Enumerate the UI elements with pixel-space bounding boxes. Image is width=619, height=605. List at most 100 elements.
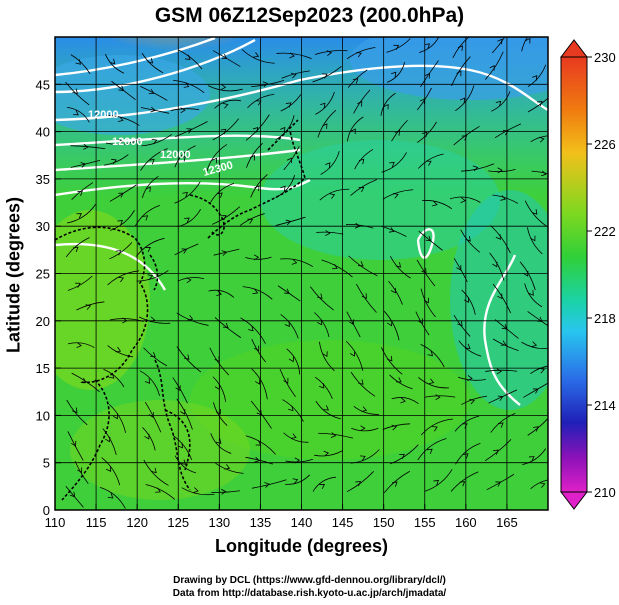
streamline-arrowhead: [175, 385, 181, 391]
streamline: [346, 47, 376, 60]
streamline: [380, 92, 396, 116]
y-tick-label: 15: [36, 361, 50, 376]
streamline-arrowhead: [254, 345, 260, 352]
streamline-arrowhead: [216, 290, 222, 297]
streamline: [350, 371, 376, 397]
streamline-arrowhead: [290, 72, 297, 79]
streamline: [282, 399, 304, 422]
x-tick-label: 135: [250, 515, 272, 530]
x-tick-label: 150: [373, 515, 395, 530]
streamline: [383, 310, 400, 341]
streamline-arrowhead: [252, 126, 259, 133]
streamline: [145, 484, 175, 500]
streamline: [314, 312, 330, 337]
streamline-arrowhead: [248, 325, 254, 332]
streamline-arrowhead: [540, 170, 547, 177]
streamline-arrowhead: [349, 350, 356, 357]
streamline-arrowhead: [322, 123, 328, 129]
streamline: [141, 175, 159, 198]
streamline: [386, 62, 406, 83]
streamline-arrowhead: [355, 481, 361, 487]
streamline: [420, 288, 436, 318]
streamline-arrowhead: [325, 230, 331, 236]
streamline: [134, 205, 160, 227]
streamline: [213, 402, 228, 426]
streamline: [319, 188, 350, 201]
colorbar-bottom-arrow: [559, 491, 589, 510]
credit-data: Data from http://database.rish.kyoto-u.a…: [172, 588, 447, 599]
streamline: [100, 487, 126, 509]
streamline: [381, 347, 403, 375]
streamline: [494, 123, 522, 139]
colorbar-tick-label: 214: [594, 398, 616, 413]
streamline: [315, 91, 335, 115]
streamline: [139, 370, 160, 396]
streamline: [102, 428, 117, 456]
streamline: [245, 456, 274, 465]
streamline: [210, 433, 232, 454]
y-tick-label: 25: [36, 267, 50, 282]
streamline: [356, 283, 377, 313]
streamline: [492, 283, 511, 314]
streamline-arrowhead: [76, 342, 82, 349]
streamline: [67, 275, 93, 291]
streamline: [382, 189, 414, 200]
streamline-arrowhead: [393, 44, 400, 50]
streamline-arrowhead: [75, 59, 81, 65]
streamline: [109, 242, 133, 260]
streamline: [317, 109, 337, 138]
streamline: [521, 341, 548, 350]
streamline: [279, 368, 296, 398]
x-tick-label: 115: [86, 515, 107, 530]
streamline: [212, 118, 240, 141]
streamline-arrowhead: [118, 192, 124, 198]
streamline-arrowhead: [538, 136, 545, 143]
streamline: [65, 237, 90, 258]
streamline: [527, 97, 548, 113]
x-tick-label: 145: [332, 515, 354, 530]
streamline-arrowhead: [247, 218, 254, 224]
streamline-arrowhead: [215, 408, 221, 415]
streamline-arrowhead: [256, 409, 262, 416]
streamline-arrowhead: [323, 450, 330, 457]
streamline-arrowhead: [262, 81, 269, 88]
streamline-arrowhead: [532, 209, 538, 215]
streamline: [285, 458, 314, 463]
streamline-arrowhead: [286, 157, 292, 164]
streamline: [388, 280, 403, 305]
streamline: [173, 435, 193, 460]
streamline: [347, 69, 368, 88]
streamline: [251, 338, 267, 363]
streamline-arrowhead: [361, 293, 367, 299]
streamline-arrowhead: [284, 288, 290, 294]
streamline-arrowhead: [215, 438, 222, 444]
streamline-arrowhead: [496, 368, 502, 375]
streamline: [416, 121, 437, 143]
streamline-arrowhead: [432, 426, 438, 432]
streamline-arrowhead: [77, 467, 83, 474]
streamline: [103, 368, 125, 388]
streamline-arrowhead: [325, 162, 331, 168]
streamline-arrowhead: [428, 378, 435, 385]
streamline-arrowhead: [85, 304, 92, 310]
streamline-arrowhead: [495, 481, 502, 487]
streamline-arrowhead: [467, 375, 473, 381]
streamline-arrowhead: [76, 213, 83, 219]
streamline: [453, 314, 471, 337]
streamline-arrowhead: [536, 101, 543, 107]
streamline: [245, 114, 270, 141]
x-axis-title: Longitude (degrees): [214, 536, 388, 556]
streamline-arrowhead: [118, 276, 124, 283]
streamline-arrowhead: [224, 464, 231, 470]
streamline-arrowhead: [387, 320, 393, 327]
streamline: [415, 311, 430, 336]
streamline-arrowhead: [392, 481, 398, 487]
streamline-arrowhead: [217, 192, 223, 198]
streamline: [107, 270, 140, 286]
streamline-arrowhead: [180, 107, 186, 114]
streamline-arrowhead: [432, 200, 438, 207]
colorbar-tick-label: 226: [594, 137, 616, 152]
streamline: [321, 259, 353, 278]
streamline: [452, 37, 470, 59]
streamline: [314, 50, 348, 55]
